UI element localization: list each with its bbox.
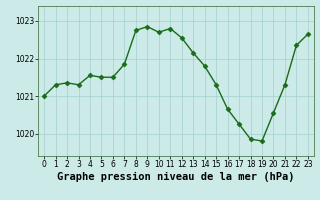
X-axis label: Graphe pression niveau de la mer (hPa): Graphe pression niveau de la mer (hPa): [57, 172, 295, 182]
